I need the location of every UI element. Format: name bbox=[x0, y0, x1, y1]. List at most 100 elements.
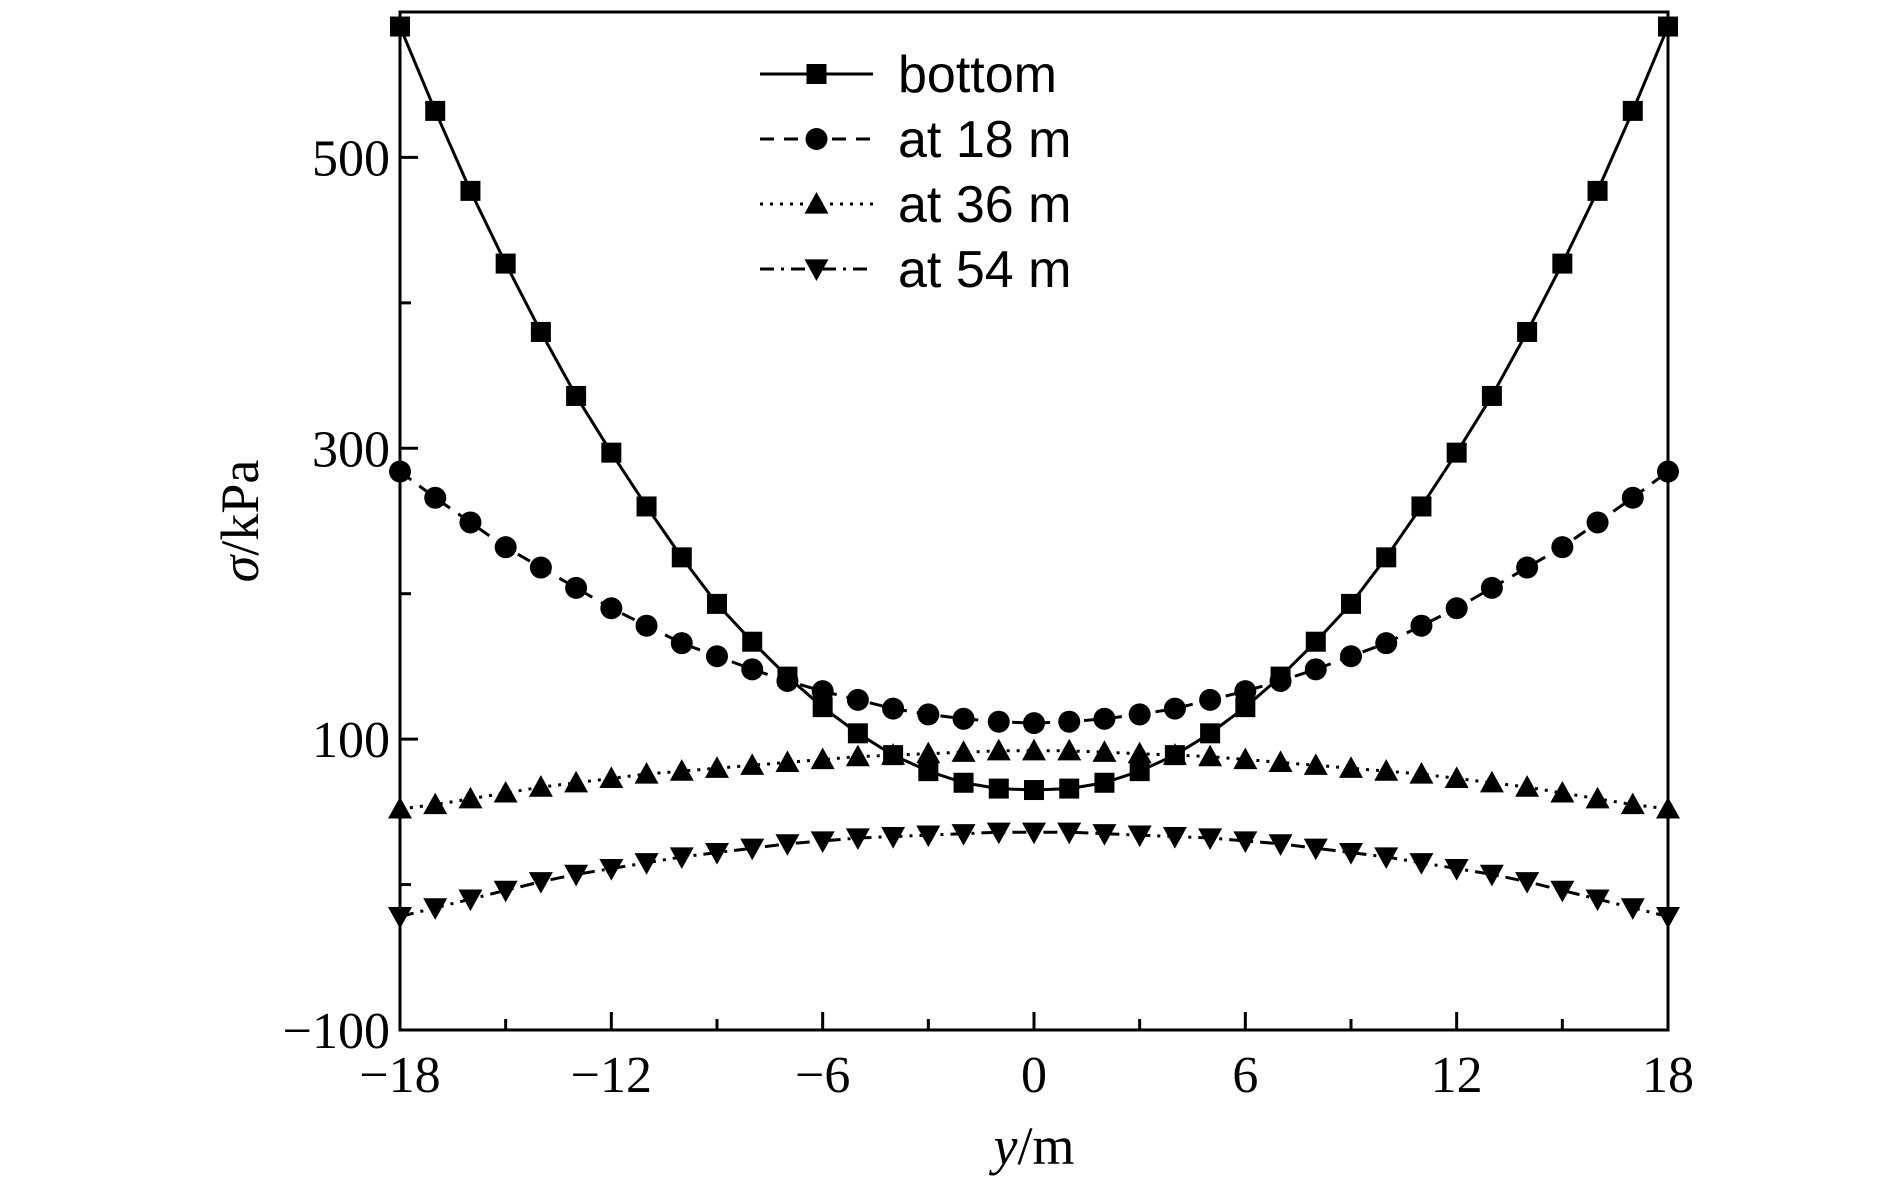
y-tick-label: 100 bbox=[312, 712, 390, 769]
series-line bbox=[399, 470, 1669, 725]
x-tick-label: −18 bbox=[359, 1047, 440, 1104]
data-point bbox=[600, 597, 623, 620]
data-point bbox=[986, 822, 1011, 845]
data-point bbox=[1480, 576, 1503, 599]
data-point bbox=[742, 631, 763, 652]
legend-label: at 54 m bbox=[898, 241, 1071, 299]
data-point bbox=[528, 872, 553, 894]
y-axis-symbol: σ bbox=[210, 553, 270, 582]
data-point bbox=[952, 707, 975, 730]
data-point bbox=[846, 688, 869, 711]
data-point bbox=[1304, 658, 1327, 681]
data-point bbox=[1515, 775, 1540, 797]
data-point bbox=[1375, 632, 1398, 655]
data-point bbox=[1620, 898, 1645, 920]
data-point bbox=[775, 834, 800, 856]
x-tick-label: −12 bbox=[571, 1047, 652, 1104]
data-point bbox=[881, 826, 906, 849]
data-point bbox=[634, 762, 659, 784]
data-point bbox=[1515, 872, 1540, 894]
data-point bbox=[1305, 631, 1326, 652]
legend-entry: at 18 m bbox=[760, 111, 1071, 169]
data-point bbox=[951, 740, 976, 762]
data-point bbox=[1303, 753, 1328, 775]
data-point bbox=[1376, 547, 1397, 568]
series-line bbox=[399, 830, 1669, 919]
data-point bbox=[1551, 536, 1574, 559]
data-point bbox=[1339, 756, 1363, 778]
data-point bbox=[1059, 778, 1080, 799]
data-point bbox=[1339, 842, 1363, 865]
data-point bbox=[705, 756, 729, 778]
data-point bbox=[669, 847, 694, 869]
data-point bbox=[1268, 834, 1293, 856]
data-point bbox=[669, 759, 694, 781]
data-point bbox=[1092, 740, 1117, 762]
y-tick-label: −100 bbox=[283, 1003, 390, 1060]
x-tick-label: 12 bbox=[1431, 1047, 1483, 1104]
data-point bbox=[1162, 826, 1187, 849]
data-point bbox=[916, 825, 941, 848]
data-point bbox=[847, 723, 868, 744]
data-point bbox=[1269, 669, 1292, 692]
data-point bbox=[1094, 772, 1115, 793]
data-point bbox=[705, 842, 729, 865]
data-point bbox=[566, 385, 587, 406]
data-point bbox=[1127, 741, 1152, 764]
x-tick-label: −6 bbox=[795, 1047, 850, 1104]
data-point bbox=[1023, 712, 1045, 735]
data-point bbox=[1445, 597, 1468, 620]
data-point bbox=[1479, 770, 1504, 793]
data-point bbox=[423, 792, 448, 815]
legend-entry: at 54 m bbox=[760, 241, 1071, 299]
data-point bbox=[1621, 486, 1644, 509]
data-point bbox=[707, 593, 727, 614]
data-point bbox=[493, 780, 518, 803]
data-point bbox=[1409, 853, 1434, 875]
data-point bbox=[1550, 880, 1575, 903]
data-point bbox=[1586, 511, 1609, 534]
legend-entry: at 36 m bbox=[760, 176, 1071, 234]
data-point bbox=[1057, 822, 1082, 845]
data-point bbox=[916, 741, 941, 764]
series-1 bbox=[389, 460, 1679, 735]
data-point bbox=[953, 772, 974, 793]
data-point bbox=[1552, 253, 1573, 274]
data-point bbox=[812, 697, 833, 718]
data-point bbox=[1162, 743, 1187, 765]
data-point bbox=[1198, 744, 1223, 767]
data-point bbox=[810, 747, 835, 770]
data-point bbox=[1022, 738, 1046, 761]
data-point bbox=[1516, 556, 1539, 579]
data-point bbox=[460, 180, 481, 201]
data-point bbox=[459, 511, 482, 534]
data-point bbox=[1127, 825, 1152, 848]
x-axis-label: y/m bbox=[989, 1116, 1075, 1176]
data-point bbox=[1550, 780, 1575, 803]
legend-marker bbox=[804, 192, 829, 214]
data-point bbox=[458, 786, 483, 809]
data-point bbox=[564, 864, 589, 887]
y-tick-label: 500 bbox=[312, 130, 390, 187]
series-3 bbox=[388, 822, 1680, 929]
data-point bbox=[1128, 703, 1151, 726]
data-point bbox=[635, 614, 658, 637]
y-axis-unit: /kPa bbox=[210, 460, 270, 556]
data-point bbox=[917, 703, 940, 726]
legend-label: at 18 m bbox=[898, 111, 1071, 169]
data-point bbox=[1234, 680, 1257, 703]
data-point bbox=[1022, 822, 1046, 845]
data-point bbox=[1303, 838, 1328, 861]
legend-entry: bottom bbox=[760, 46, 1057, 104]
tick-labels-layer: −18 −12 −6 0 6 12 18 −100 100 300 500 bbox=[283, 130, 1694, 1104]
data-point bbox=[1620, 792, 1645, 815]
series-2 bbox=[388, 738, 1680, 819]
data-point bbox=[494, 536, 517, 559]
data-point bbox=[1374, 847, 1399, 869]
data-point bbox=[529, 556, 552, 579]
data-point bbox=[1446, 442, 1467, 463]
y-tick-label: 300 bbox=[312, 421, 390, 478]
data-point bbox=[530, 321, 551, 342]
data-point bbox=[636, 496, 657, 517]
